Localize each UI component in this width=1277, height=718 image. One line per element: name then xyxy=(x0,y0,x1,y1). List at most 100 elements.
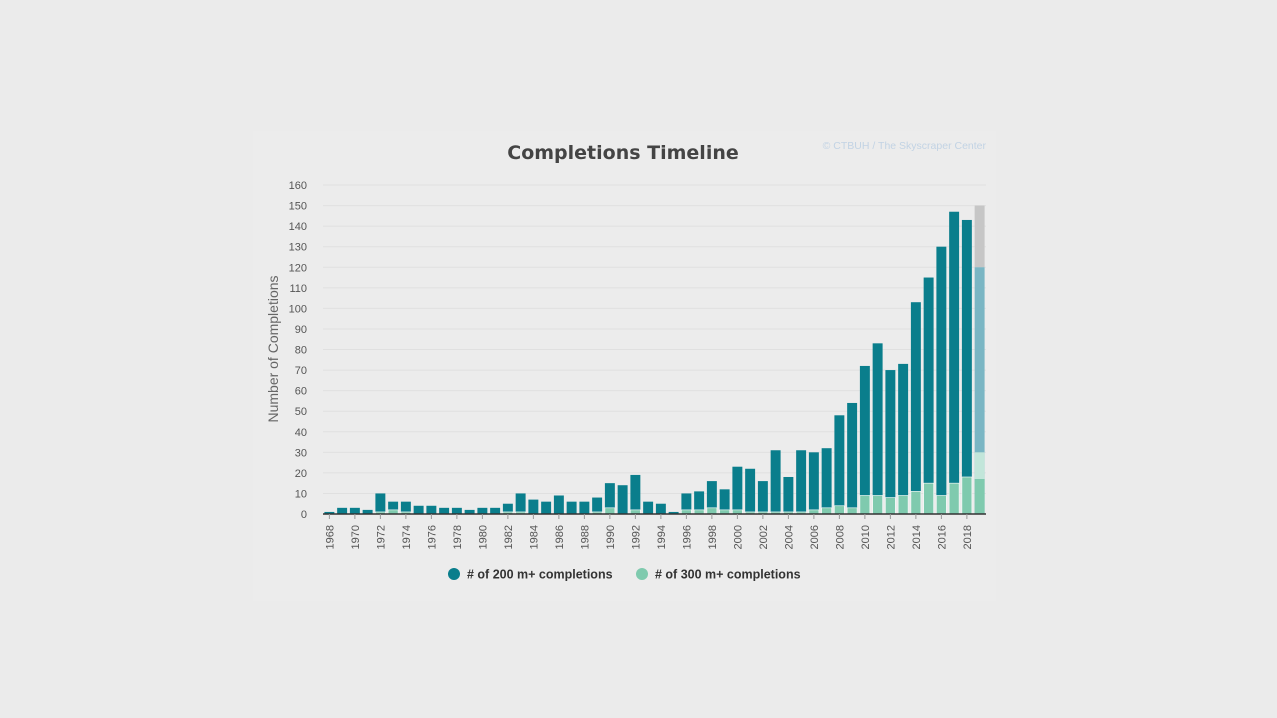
bar-200m-1998[interactable] xyxy=(706,481,717,514)
bar-200m-2011[interactable] xyxy=(872,343,883,514)
bar-200m-2012[interactable] xyxy=(885,370,896,514)
bar-200m-1984[interactable] xyxy=(528,499,539,514)
bar-200m-1995[interactable] xyxy=(668,511,679,514)
chart-title: Completions Timeline xyxy=(507,142,739,164)
bar-200m-2001[interactable] xyxy=(745,468,756,514)
bar-200m-1974[interactable] xyxy=(400,501,411,514)
bar-300m-2016[interactable] xyxy=(936,495,947,515)
y-tick-label: 140 xyxy=(289,221,307,233)
bar-200m-2015[interactable] xyxy=(923,277,934,514)
bar-200m-1973[interactable] xyxy=(388,501,399,514)
bar-200m-1977[interactable] xyxy=(439,507,450,514)
bar-200m-2006[interactable] xyxy=(808,452,819,514)
bar-300m-2008[interactable] xyxy=(834,505,845,515)
bar-200m-2017[interactable] xyxy=(949,211,960,514)
chart-panel: Completions Timeline © CTBUH / The Skysc… xyxy=(253,131,996,601)
bar-200m-2010[interactable] xyxy=(859,365,870,514)
bar-200m-1976[interactable] xyxy=(426,505,437,514)
bar-300m-2017[interactable] xyxy=(948,482,960,515)
bar-200m-1999[interactable] xyxy=(719,489,730,514)
bar-200m-1968[interactable] xyxy=(324,511,335,514)
bar-200m-2004[interactable] xyxy=(783,476,794,514)
bar-200m-1979[interactable] xyxy=(464,509,475,514)
y-tick-label: 130 xyxy=(289,242,307,254)
x-axis-ticks: 1968 1970 1972 1974 1976 1978 1980 1982 1984 1986… xyxy=(324,514,974,549)
bar-200m-1994[interactable] xyxy=(655,503,666,514)
bar-200m-1989[interactable] xyxy=(592,497,603,514)
bar-300m-2014[interactable] xyxy=(910,491,922,515)
bar-200m-1987[interactable] xyxy=(566,501,577,514)
bar-200m-2000[interactable] xyxy=(732,466,743,514)
bar-200m-1986[interactable] xyxy=(553,495,564,514)
bar-300m-2011[interactable] xyxy=(872,495,883,515)
y-tick-label: 150 xyxy=(289,201,307,213)
x-tick-label: 2012 xyxy=(885,525,897,549)
bar-200m-2018[interactable] xyxy=(961,219,972,515)
bar-300m-2010[interactable] xyxy=(859,495,871,515)
bar-200m-1992[interactable] xyxy=(630,474,641,514)
legend-item-300m[interactable]: # of 300 m+ completions xyxy=(636,568,801,582)
legend-marker xyxy=(448,568,460,580)
bar-200m-1981[interactable] xyxy=(490,507,501,514)
bar-200m-1982[interactable] xyxy=(502,503,513,514)
bar-200m-1971[interactable] xyxy=(362,509,373,514)
y-tick-label: 10 xyxy=(295,488,307,500)
bar-200m-2007[interactable] xyxy=(821,448,832,514)
bar-300m-2007[interactable] xyxy=(821,507,832,515)
grid-lines xyxy=(323,184,986,494)
bar-200m-2003[interactable] xyxy=(770,450,781,514)
x-tick-label: 1998 xyxy=(707,525,719,549)
bar-projected-200-2019[interactable] xyxy=(974,205,985,268)
bar-300m-2013[interactable] xyxy=(897,495,909,515)
y-axis-ticks: 0 10 20 30 40 50 60 70 80 90 100 110 120 130 140 150 160 xyxy=(289,180,307,521)
y-tick-label: 160 xyxy=(289,180,307,192)
bar-200m-1970[interactable] xyxy=(349,507,360,514)
y-tick-label: 90 xyxy=(295,324,307,336)
bar-200m-2014[interactable] xyxy=(910,302,921,514)
bar-200m-2016[interactable] xyxy=(936,246,947,514)
bar-200m-2009[interactable] xyxy=(847,402,858,514)
bar-200m-1983[interactable] xyxy=(515,493,526,514)
y-tick-label: 40 xyxy=(295,427,307,439)
bar-200m-1969[interactable] xyxy=(337,507,348,514)
y-tick-label: 80 xyxy=(295,345,307,357)
bar-300m-2012[interactable] xyxy=(885,497,896,515)
bar-300m-2019[interactable] xyxy=(974,479,985,514)
x-tick-label: 2008 xyxy=(834,525,846,549)
bar-200m-1978[interactable] xyxy=(451,507,462,514)
bar-200m-2005[interactable] xyxy=(796,450,807,514)
legend-marker xyxy=(636,568,648,580)
bar-200m-1997[interactable] xyxy=(694,491,705,514)
bar-200m-2002[interactable] xyxy=(757,481,768,514)
bar-200m-1975[interactable] xyxy=(413,505,424,514)
bar-300m-1990[interactable] xyxy=(604,507,616,515)
x-tick-label: 1972 xyxy=(375,525,387,549)
y-tick-label: 60 xyxy=(295,386,307,398)
bar-200m-1988[interactable] xyxy=(579,501,590,514)
y-tick-label: 110 xyxy=(289,283,307,295)
bar-200m-1993[interactable] xyxy=(643,501,654,514)
bar-200m-2008[interactable] xyxy=(834,415,845,514)
x-tick-label: 1974 xyxy=(401,525,413,549)
x-tick-label: 1996 xyxy=(681,525,693,549)
bar-200m-1991[interactable] xyxy=(617,485,628,514)
bar-200m-1980[interactable] xyxy=(477,507,488,514)
x-tick-label: 1968 xyxy=(324,525,336,549)
bar-200m-1972[interactable] xyxy=(375,493,386,514)
x-tick-label: 2000 xyxy=(732,525,744,549)
bar-200m-2013[interactable] xyxy=(898,363,909,514)
x-tick-label: 2004 xyxy=(783,525,795,549)
bar-200m-1990[interactable] xyxy=(604,483,615,514)
y-tick-label: 100 xyxy=(289,303,307,315)
bar-300m-2015[interactable] xyxy=(923,482,934,515)
bar-projected-300-2019[interactable] xyxy=(974,452,985,480)
bar-300m-2009[interactable] xyxy=(846,507,858,515)
legend-item-200m[interactable]: # of 200 m+ completions xyxy=(448,568,613,582)
x-tick-label: 1978 xyxy=(452,525,464,549)
chart-credit[interactable]: © CTBUH / The Skyscraper Center xyxy=(823,140,987,152)
bar-200m-1985[interactable] xyxy=(541,501,552,514)
bar-200m-2019[interactable] xyxy=(974,267,985,514)
bar-200m-1996[interactable] xyxy=(681,493,692,514)
bar-300m-1998[interactable] xyxy=(706,507,718,515)
bar-300m-2018[interactable] xyxy=(961,476,973,515)
